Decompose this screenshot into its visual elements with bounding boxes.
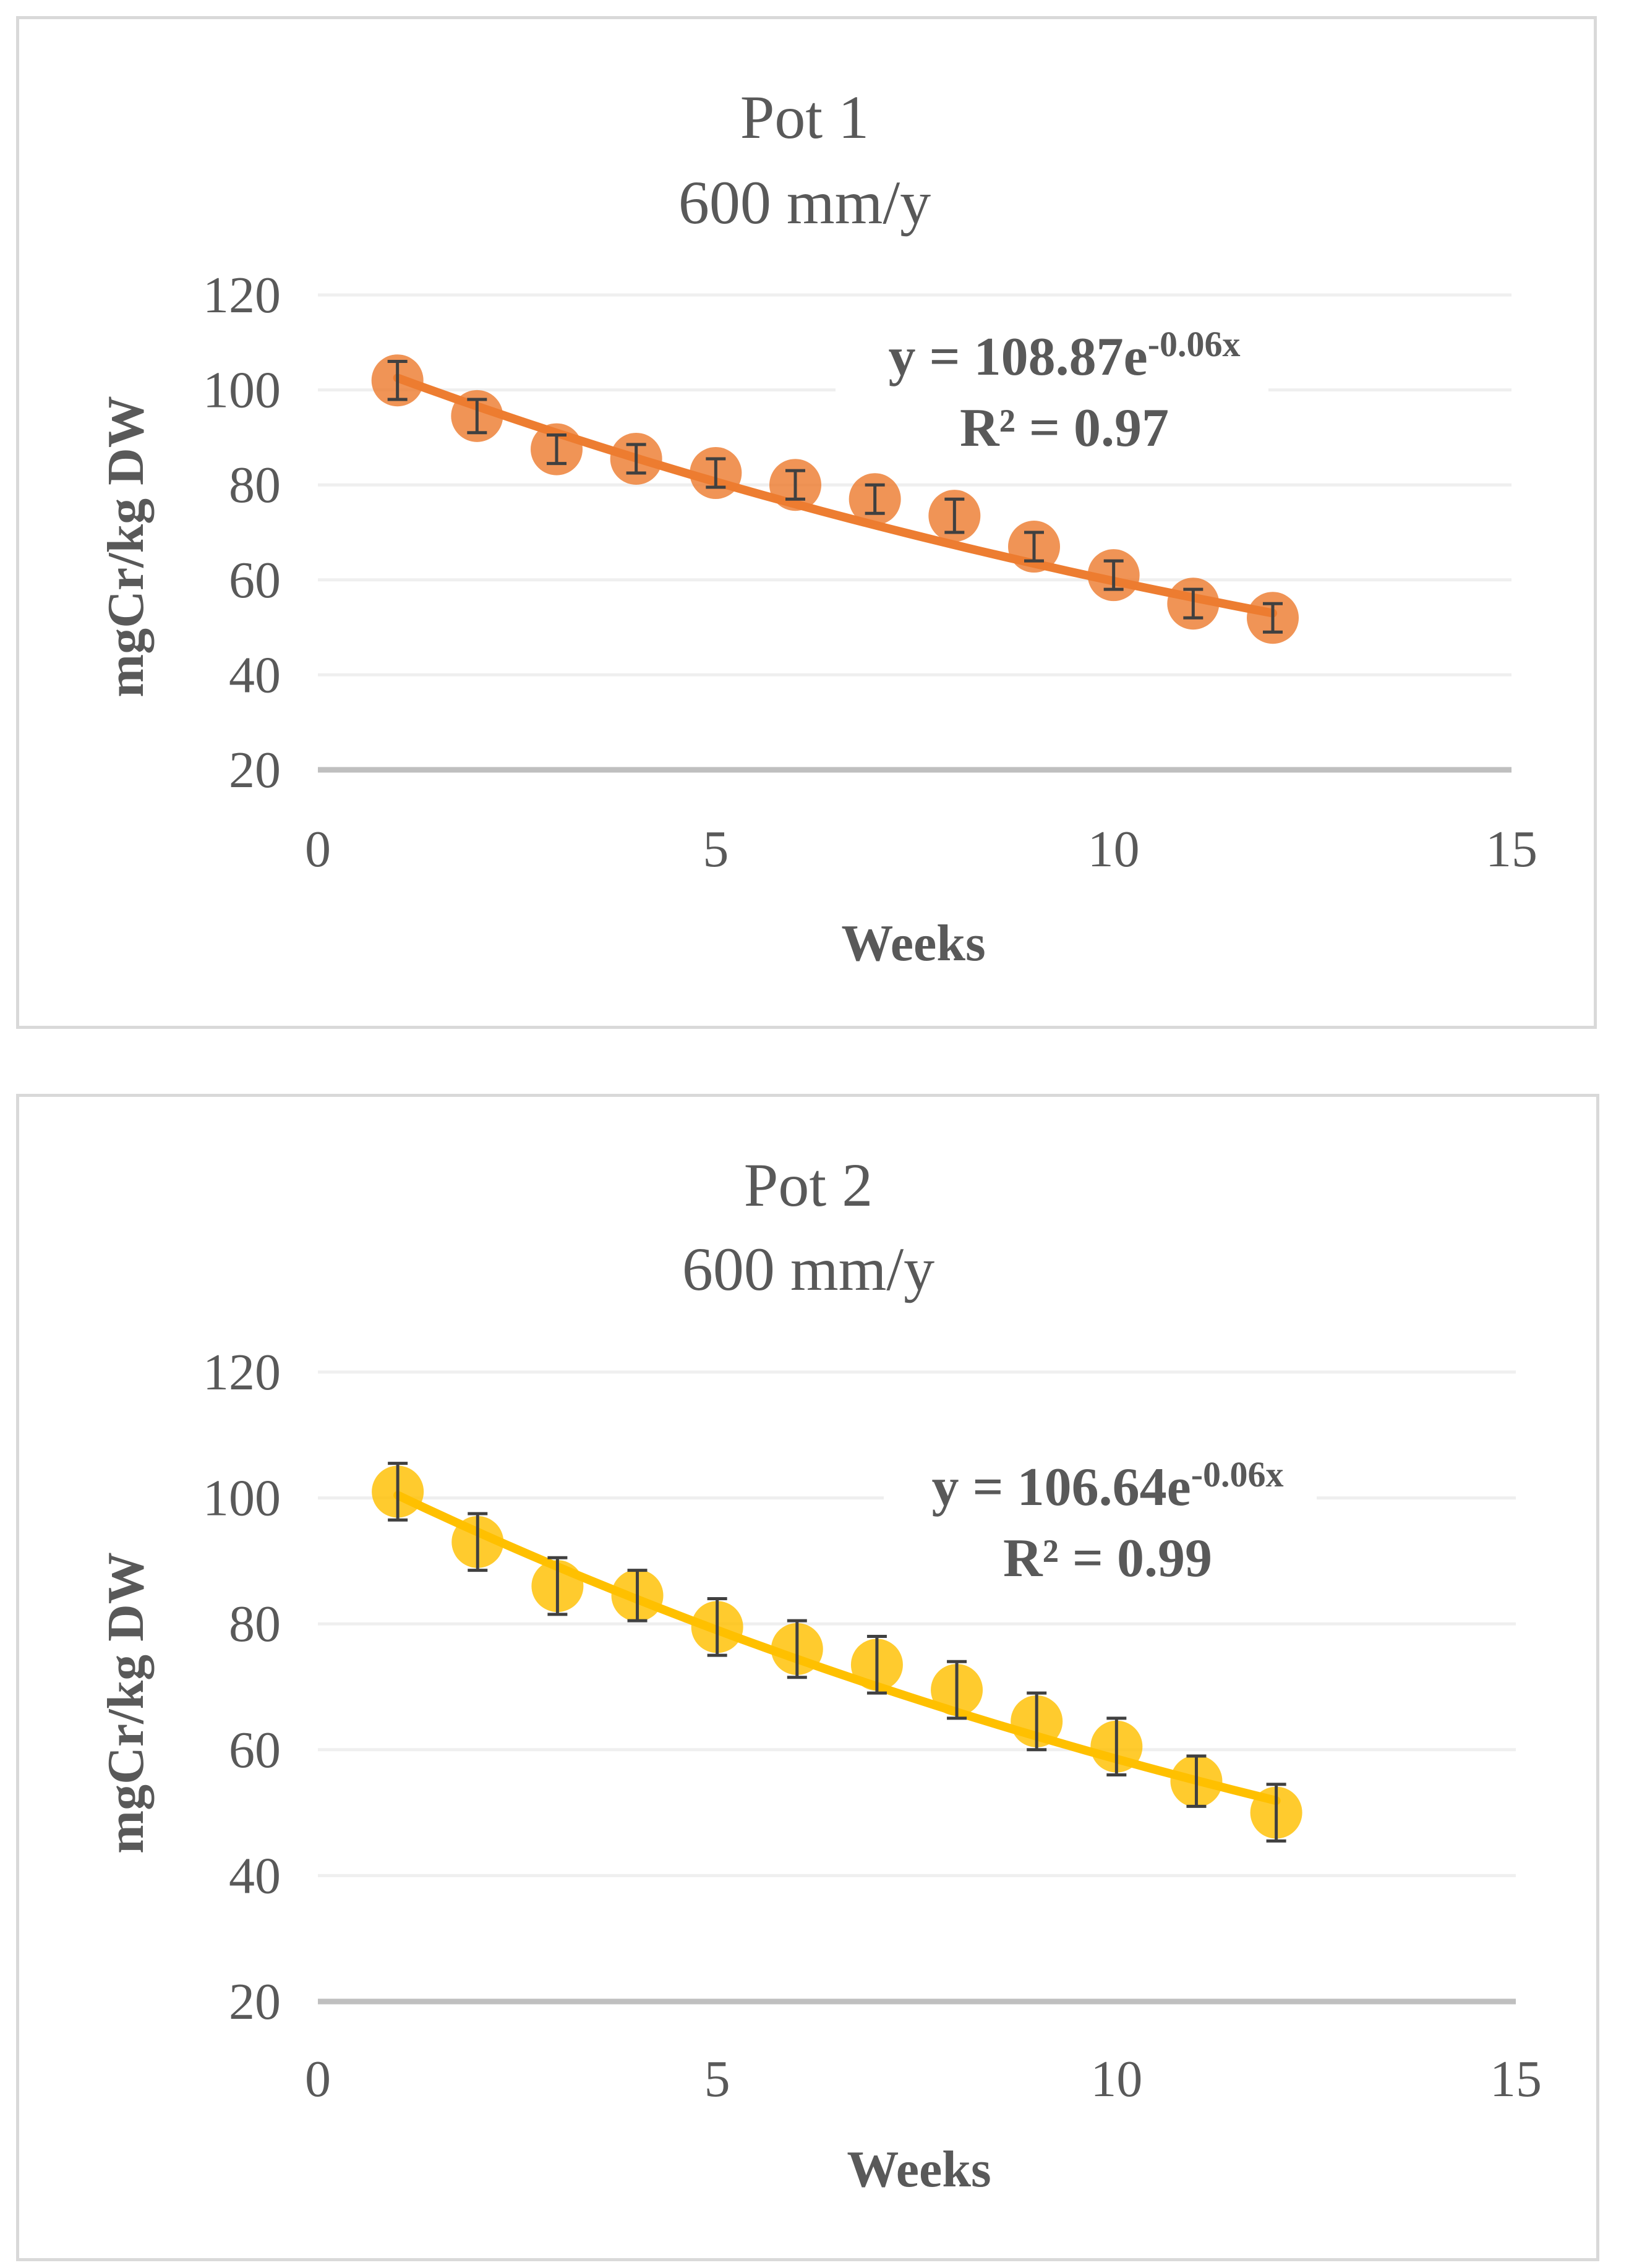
y-tick-label: 40 bbox=[229, 1847, 281, 1904]
y-tick-label: 80 bbox=[229, 456, 281, 514]
y-tick-label: 120 bbox=[203, 1344, 281, 1401]
chart-subtitle: 600 mm/y bbox=[682, 1235, 934, 1303]
equation-exponent: -0.06x bbox=[1191, 1454, 1284, 1494]
y-axis-title: mgCr/kg DW bbox=[97, 1552, 155, 1854]
trendline-equation: y = 106.64e-0.06x bbox=[931, 1454, 1283, 1517]
y-tick-label: 100 bbox=[203, 1470, 281, 1527]
y-tick-label: 20 bbox=[229, 741, 281, 799]
x-axis-title: Weeks bbox=[847, 2141, 991, 2198]
x-tick-label: 15 bbox=[1490, 2050, 1542, 2108]
x-tick-label: 10 bbox=[1088, 821, 1140, 878]
x-tick-label: 0 bbox=[305, 2050, 331, 2108]
trendline-label-background bbox=[836, 316, 1268, 464]
chart-panel-pot-1: 20 40 60 80 100 120 0 5 10 15 Pot 1 600 mm/y Week… bbox=[16, 16, 1597, 1029]
x-tick-label: 0 bbox=[305, 821, 331, 878]
chart-title: Pot 1 bbox=[740, 83, 869, 151]
x-tick-label: 5 bbox=[703, 821, 729, 878]
y-tick-label: 80 bbox=[229, 1595, 281, 1653]
y-tick-label: 120 bbox=[203, 266, 281, 324]
chart-title: Pot 2 bbox=[744, 1151, 873, 1219]
x-tick-label: 10 bbox=[1090, 2050, 1142, 2108]
equation-exponent: -0.06x bbox=[1148, 324, 1241, 364]
equation-base: y = 106.64e bbox=[931, 1457, 1191, 1517]
trendline-r-squared: R² = 0.99 bbox=[1003, 1528, 1212, 1588]
x-tick-label: 15 bbox=[1486, 821, 1537, 878]
chart-subtitle: 600 mm/y bbox=[678, 168, 931, 237]
y-tick-label: 100 bbox=[203, 362, 281, 419]
trendline-r-squared: R² = 0.97 bbox=[960, 398, 1169, 458]
y-tick-label: 60 bbox=[229, 552, 281, 609]
trendline-equation: y = 108.87e-0.06x bbox=[888, 324, 1240, 387]
x-axis-title: Weeks bbox=[841, 914, 985, 972]
y-tick-label: 60 bbox=[229, 1721, 281, 1779]
chart-pot-2: 20 40 60 80 100 120 0 5 10 15 Pot 2 600 mm/y Week… bbox=[97, 1151, 1542, 2198]
y-tick-label: 20 bbox=[229, 1973, 281, 2031]
equation-base: y = 108.87e bbox=[888, 327, 1147, 387]
y-axis-title: mgCr/kg DW bbox=[97, 396, 155, 697]
chart-panel-pot-2: 20 40 60 80 100 120 0 5 10 15 Pot 2 600 mm/y Week… bbox=[16, 1094, 1599, 2261]
y-tick-label: 40 bbox=[229, 646, 281, 704]
x-tick-label: 5 bbox=[704, 2050, 730, 2108]
trendline-label-background bbox=[884, 1449, 1317, 1598]
chart-pot-1: 20 40 60 80 100 120 0 5 10 15 Pot 1 600 mm/y Week… bbox=[97, 83, 1537, 972]
